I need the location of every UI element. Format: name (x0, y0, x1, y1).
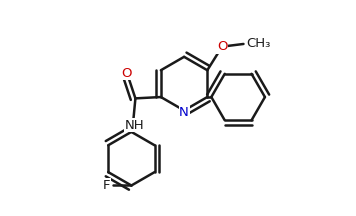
Text: CH₃: CH₃ (246, 37, 270, 49)
Text: O: O (121, 67, 132, 80)
Text: N: N (179, 106, 189, 119)
Text: F: F (103, 179, 110, 192)
Text: O: O (217, 40, 227, 53)
Text: NH: NH (125, 119, 144, 132)
